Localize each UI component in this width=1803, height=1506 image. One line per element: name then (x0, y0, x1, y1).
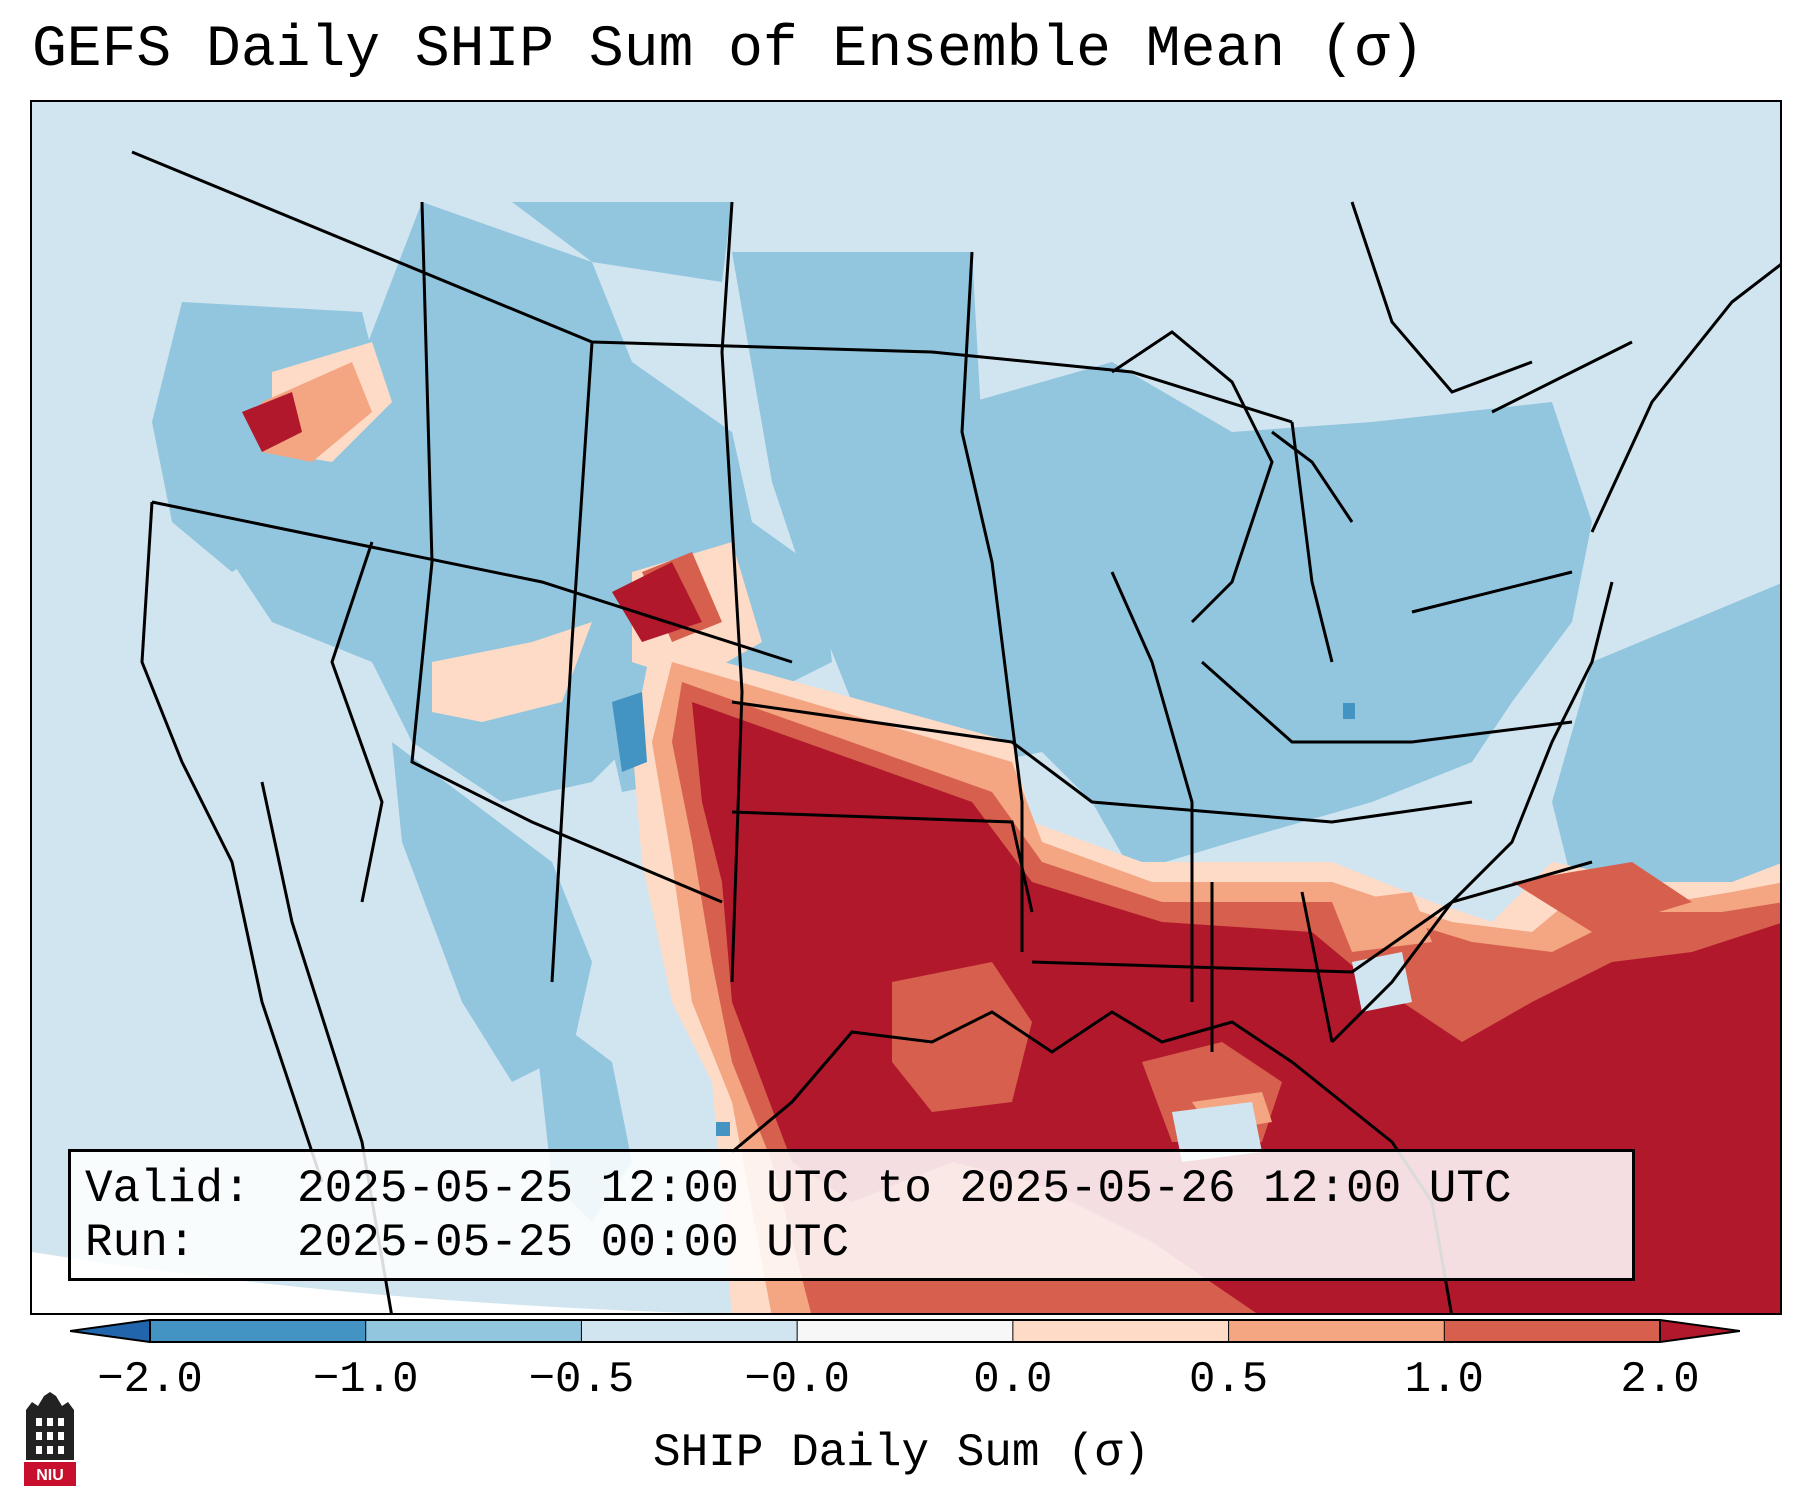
colorbar-tick-label: −0.0 (744, 1355, 850, 1405)
colorbar-tick-label: 1.0 (1404, 1355, 1484, 1405)
valid-value: 2025-05-25 12:00 UTC to 2025-05-26 12:00… (297, 1163, 1512, 1215)
valid-run-infobox: Valid: 2025-05-25 12:00 UTC to 2025-05-26… (68, 1149, 1635, 1281)
colorbar-segment (365, 1320, 582, 1342)
colorbar (70, 1319, 1740, 1343)
valid-label: Valid: (85, 1163, 251, 1215)
colorbar-tick-label: 0.0 (973, 1355, 1053, 1405)
run-row: Run: 2025-05-25 00:00 UTC (85, 1216, 1632, 1270)
colorbar-segment (581, 1320, 798, 1342)
colorbar-segment (1228, 1320, 1445, 1342)
colorbar-segment (1444, 1320, 1661, 1342)
colorbar-segments (149, 1320, 1661, 1342)
run-label: Run: (85, 1217, 196, 1269)
colorbar-tick-label: 2.0 (1620, 1355, 1700, 1405)
ship-map (32, 102, 1780, 1313)
run-value: 2025-05-25 00:00 UTC (297, 1217, 850, 1269)
map-panel (30, 100, 1782, 1315)
colorbar-tick-label: −0.5 (528, 1355, 635, 1405)
colorbar-tick-label: −2.0 (97, 1355, 203, 1405)
state-boundaries (131, 150, 1780, 1313)
colorbar-tick-label: 0.5 (1188, 1355, 1269, 1405)
colorbar-ticks: −2.0 −1.0 −0.5 −0.0 0.0 0.5 1.0 2.0 (0, 1355, 1803, 1415)
valid-row: Valid: 2025-05-25 12:00 UTC to 2025-05-26… (85, 1162, 1632, 1216)
colorbar-label: SHIP Daily Sum (σ) (653, 1427, 1150, 1479)
colorbar-outline (149, 1319, 1661, 1343)
projection-edge (32, 1252, 691, 1313)
colorbar-segment (150, 1320, 367, 1342)
colorbar-segment (797, 1320, 1014, 1342)
map-title: GEFS Daily SHIP Sum of Ensemble Mean (σ) (32, 18, 1425, 83)
colorbar-segment (1012, 1320, 1230, 1342)
colorbar-extend-low (70, 1320, 150, 1342)
niu-logo-icon: NIU (24, 1392, 76, 1486)
colorbar-tick-label: −1.0 (312, 1355, 419, 1405)
logo-text: NIU (36, 1467, 64, 1484)
colorbar-extend-high (1660, 1320, 1740, 1342)
